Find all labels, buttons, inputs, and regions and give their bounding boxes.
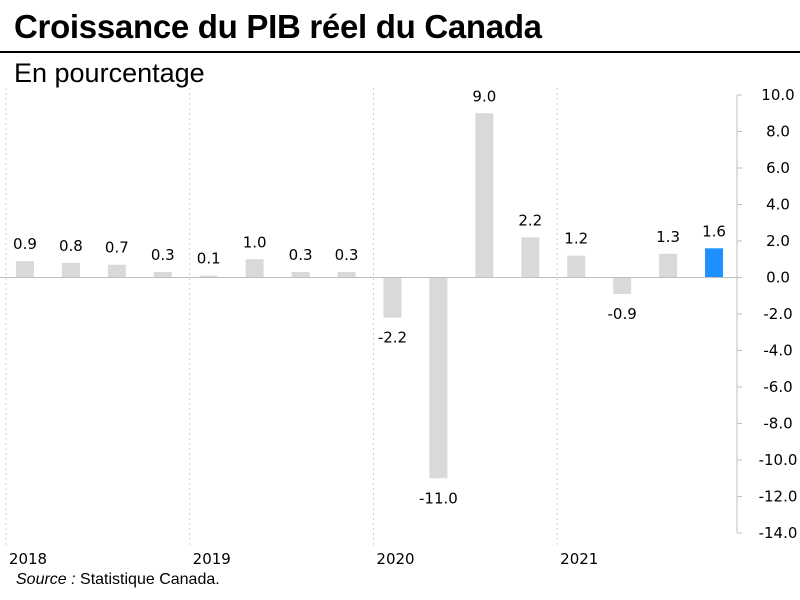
y-tick-label: -6.0 — [763, 378, 792, 396]
y-tick-label: -12.0 — [759, 488, 798, 506]
bar — [613, 277, 632, 294]
y-axis-ticks: 10.0 8.0 6.0 4.0 2.0 0.0 -2.0 -4.0 -6.0 -8.0 -10.0… — [737, 86, 797, 542]
bar — [245, 259, 264, 278]
bar — [705, 248, 724, 278]
y-tick-label: 8.0 — [766, 123, 790, 141]
data-label: 0.8 — [59, 237, 83, 255]
data-label: 0.7 — [105, 239, 129, 257]
data-label: 9.0 — [472, 87, 496, 105]
year-dividers — [5, 88, 558, 545]
y-tick-label: 10.0 — [761, 86, 794, 104]
x-axis-year-labels: 2018 2019 2020 2021 — [9, 550, 598, 568]
chart-title: Croissance du PIB réel du Canada — [14, 8, 542, 45]
data-label: 0.3 — [151, 246, 175, 264]
data-label: 1.2 — [564, 230, 588, 248]
bar — [199, 275, 218, 278]
data-label: -0.9 — [608, 305, 637, 323]
bar — [107, 264, 126, 278]
x-year-label: 2020 — [376, 550, 414, 568]
bar — [383, 277, 402, 318]
data-label: -2.2 — [378, 329, 407, 347]
data-label: 0.1 — [197, 250, 221, 268]
chart-subtitle: En pourcentage — [14, 58, 205, 88]
x-year-label: 2018 — [9, 550, 47, 568]
bar — [337, 272, 356, 278]
data-label: 1.3 — [656, 228, 680, 246]
bar — [15, 261, 34, 278]
y-tick-label: 4.0 — [766, 196, 790, 214]
data-label: 1.0 — [243, 233, 267, 251]
x-year-label: 2019 — [193, 550, 231, 568]
data-label: 0.3 — [335, 246, 359, 264]
y-tick-label: -10.0 — [759, 451, 798, 469]
bar — [659, 253, 678, 278]
bar — [429, 277, 448, 479]
y-tick-label: 2.0 — [766, 232, 790, 250]
data-label: -11.0 — [419, 489, 458, 507]
bar — [567, 255, 586, 278]
title-divider — [0, 51, 800, 53]
bar — [153, 272, 172, 278]
y-tick-label: -2.0 — [763, 305, 792, 323]
bar — [291, 272, 310, 278]
source-text: Statistique Canada. — [75, 571, 220, 588]
source-note: Source : Statistique Canada. — [16, 571, 220, 589]
y-tick-label: -8.0 — [763, 415, 792, 433]
data-label: 0.9 — [13, 235, 37, 253]
bar — [475, 113, 494, 278]
y-tick-label: -4.0 — [763, 342, 792, 360]
y-tick-label: 0.0 — [766, 269, 790, 287]
y-tick-label: 6.0 — [766, 159, 790, 177]
x-year-label: 2021 — [560, 550, 598, 568]
source-label: Source : — [16, 571, 76, 588]
data-label: 2.2 — [518, 211, 542, 229]
bar — [61, 262, 80, 278]
bar — [521, 237, 540, 278]
bar-series — [15, 113, 724, 479]
data-label: 0.3 — [289, 246, 313, 264]
data-label: 1.6 — [702, 222, 726, 240]
y-tick-label: -14.0 — [759, 524, 798, 542]
data-labels: 0.9 0.8 0.7 0.3 0.1 1.0 0.3 0.3 -2.2 -11.0 9.0 2.2 1… — [13, 87, 726, 507]
